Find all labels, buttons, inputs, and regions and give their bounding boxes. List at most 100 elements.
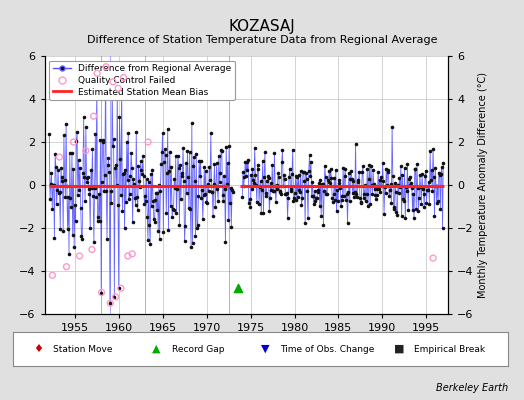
Point bbox=[394, 182, 402, 188]
Point bbox=[208, 189, 216, 195]
Point bbox=[300, 178, 309, 185]
Point bbox=[73, 129, 81, 135]
Point bbox=[388, 123, 396, 130]
Point bbox=[282, 190, 291, 196]
Point bbox=[136, 184, 144, 190]
Point bbox=[150, 219, 159, 226]
Text: ▲: ▲ bbox=[152, 344, 160, 354]
Point bbox=[428, 188, 436, 194]
Point bbox=[85, 191, 94, 198]
Point bbox=[303, 188, 311, 194]
Point bbox=[159, 229, 168, 235]
Point bbox=[425, 201, 433, 207]
Point bbox=[56, 226, 64, 232]
Point bbox=[324, 177, 332, 183]
Point bbox=[222, 144, 231, 150]
Point bbox=[144, 139, 152, 145]
Point bbox=[438, 164, 446, 170]
Point bbox=[380, 184, 389, 190]
Point bbox=[395, 190, 403, 196]
Point bbox=[412, 206, 420, 212]
Point bbox=[334, 176, 343, 183]
Point bbox=[261, 192, 270, 199]
Point bbox=[356, 200, 365, 206]
Point bbox=[128, 219, 137, 225]
Point bbox=[436, 206, 444, 212]
Point bbox=[404, 207, 412, 213]
Point bbox=[409, 191, 418, 197]
Point bbox=[251, 171, 259, 178]
Point bbox=[184, 174, 192, 180]
Point bbox=[434, 197, 442, 204]
Point bbox=[391, 180, 399, 186]
Point bbox=[406, 182, 414, 188]
Point bbox=[126, 173, 135, 179]
Point bbox=[45, 131, 53, 137]
Point bbox=[75, 253, 84, 259]
Point bbox=[93, 218, 102, 224]
Point bbox=[377, 174, 385, 180]
Point bbox=[390, 206, 398, 212]
Point bbox=[64, 194, 72, 200]
Point bbox=[191, 232, 200, 239]
Point bbox=[88, 246, 96, 253]
Point bbox=[403, 161, 412, 168]
Point bbox=[190, 154, 198, 160]
Point bbox=[130, 181, 138, 188]
Point bbox=[117, 285, 125, 291]
Point bbox=[94, 214, 103, 220]
Point bbox=[119, 170, 128, 176]
Point bbox=[349, 178, 357, 184]
Point bbox=[217, 146, 225, 153]
Point bbox=[244, 156, 252, 163]
Point bbox=[401, 215, 409, 221]
Point bbox=[119, 170, 127, 177]
Point bbox=[52, 164, 60, 170]
Point bbox=[123, 177, 132, 184]
Point bbox=[68, 150, 76, 156]
Point bbox=[101, 64, 110, 70]
Point bbox=[46, 196, 54, 202]
Point bbox=[213, 160, 221, 166]
Point bbox=[158, 130, 167, 136]
Point bbox=[293, 174, 301, 180]
Point bbox=[298, 195, 307, 202]
Point bbox=[212, 183, 220, 190]
Point bbox=[277, 191, 285, 197]
Point bbox=[260, 173, 268, 180]
Point bbox=[125, 196, 133, 202]
Point bbox=[110, 294, 118, 300]
Point bbox=[385, 193, 394, 200]
Point bbox=[378, 160, 387, 166]
Point bbox=[369, 180, 378, 187]
Point bbox=[292, 196, 301, 203]
Point bbox=[130, 195, 139, 201]
Point bbox=[406, 174, 414, 180]
Point bbox=[267, 187, 276, 194]
Point bbox=[92, 193, 100, 200]
Point bbox=[382, 165, 390, 172]
Point bbox=[402, 188, 411, 194]
Point bbox=[114, 202, 122, 208]
Point bbox=[132, 129, 140, 136]
Point bbox=[128, 165, 136, 171]
Point bbox=[314, 187, 322, 193]
Point bbox=[346, 176, 355, 182]
Point bbox=[289, 198, 298, 204]
Point bbox=[329, 199, 337, 206]
Point bbox=[354, 177, 363, 184]
Point bbox=[216, 170, 224, 176]
Point bbox=[318, 181, 326, 187]
Point bbox=[224, 217, 233, 224]
Point bbox=[135, 178, 144, 184]
Point bbox=[49, 182, 57, 188]
Point bbox=[219, 198, 227, 204]
Point bbox=[324, 179, 333, 186]
Point bbox=[155, 181, 163, 188]
Point bbox=[215, 179, 224, 185]
Point bbox=[60, 132, 68, 138]
Point bbox=[356, 195, 364, 201]
Point bbox=[297, 202, 305, 208]
Point bbox=[424, 179, 433, 186]
Point bbox=[158, 149, 166, 155]
